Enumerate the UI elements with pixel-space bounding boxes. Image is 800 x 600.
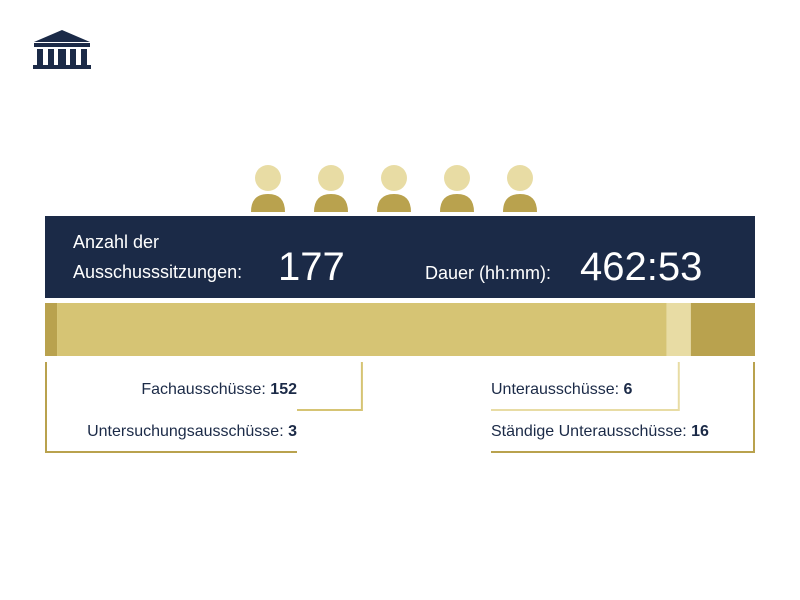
connector	[491, 362, 680, 411]
segment-value: 6	[624, 381, 633, 398]
connector	[45, 362, 297, 453]
segment-value: 16	[691, 423, 709, 440]
segment-label: Ständige Unterausschüsse: 16	[491, 423, 709, 440]
segment-name: Unterausschüsse:	[491, 381, 619, 398]
segment-label: Fachausschüsse: 152	[141, 381, 297, 398]
segment-name: Fachausschüsse:	[141, 381, 266, 398]
duration-value: 462:53	[580, 245, 702, 289]
segment-label: Unterausschüsse: 6	[491, 381, 633, 398]
connector	[491, 362, 755, 453]
segment-name: Untersuchungsausschüsse:	[87, 423, 284, 440]
segment-value: 3	[288, 423, 297, 440]
bar-segment	[666, 303, 691, 356]
segment-label: Untersuchungsausschüsse: 3	[87, 423, 297, 440]
connector	[297, 362, 363, 411]
bar-segment	[690, 303, 755, 356]
count-value: 177	[278, 245, 345, 289]
count-label: Anzahl der Ausschusssitzungen:	[73, 232, 243, 282]
bar-segment	[57, 303, 667, 356]
segment-name: Ständige Unterausschüsse:	[491, 423, 687, 440]
people-icons	[251, 165, 537, 212]
bar-segment	[45, 303, 58, 356]
segment-value: 152	[270, 381, 297, 398]
duration-label: Dauer (hh:mm):	[425, 263, 551, 283]
logo	[33, 30, 91, 69]
header-box	[45, 216, 755, 298]
